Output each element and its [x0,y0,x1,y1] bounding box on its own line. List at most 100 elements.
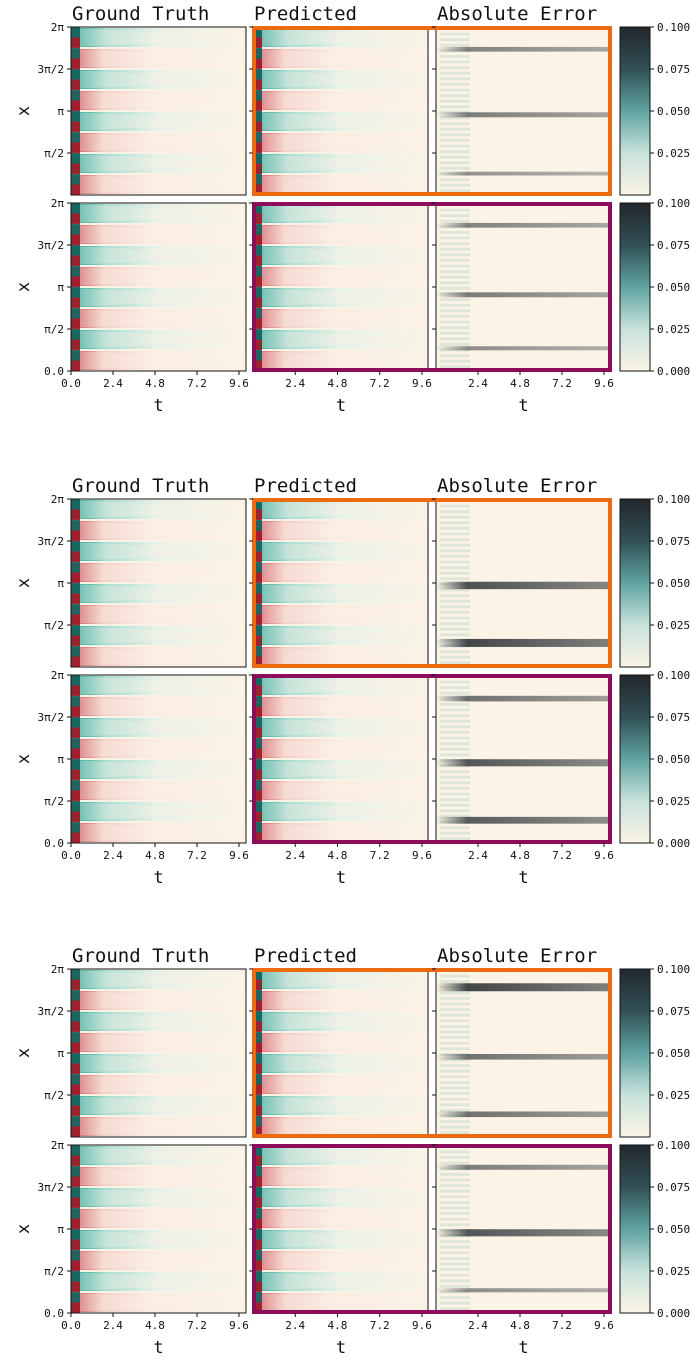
initial-condition-cell [71,614,80,625]
initial-condition-cell [253,1208,262,1219]
error-noise [440,616,470,620]
initial-condition-cell [253,121,262,132]
initial-condition-cell [253,969,262,980]
error-noise [440,560,470,564]
teal-band [71,246,246,265]
band-taper [71,1167,246,1186]
initial-condition-cell [71,318,80,329]
error-noise [440,980,470,983]
error-noise [440,236,470,240]
x-tick-label: 2.4 [285,849,305,862]
teal-band [71,1012,246,1031]
error-noise [440,622,470,625]
error-background [436,675,611,843]
teal-band [253,1146,429,1165]
red-band [253,133,429,152]
initial-condition-cell [253,675,262,686]
band-taper [253,267,429,286]
error-noise [440,219,470,223]
y-tick-label: 3π/2 [38,63,65,76]
error-noise [440,1296,470,1299]
initial-condition-cell [71,1095,80,1106]
initial-condition-cell [71,163,80,174]
initial-condition-cell [71,1074,80,1085]
error-noise [440,1069,470,1073]
initial-condition-cell [71,1084,80,1095]
band-taper [253,563,429,582]
red-band [71,1075,246,1094]
chart-group-3: Ground Truth Predicted Absolute Error 2π 3π/… [14,945,690,1358]
error-noise [440,1285,470,1288]
initial-condition-cell [71,1281,80,1292]
band-taper [71,267,246,286]
initial-condition-cell [71,738,80,749]
band-taper [253,1209,429,1228]
error-noise [440,275,470,279]
initial-condition-cell [253,1145,262,1156]
initial-condition-cell [253,308,262,319]
teal-band [253,288,429,307]
band-taper [71,697,246,716]
initial-condition-cell [253,530,262,541]
initial-condition-cell [71,801,80,812]
error-noise [440,787,470,790]
error-noise [440,32,470,36]
error-noise [440,331,470,335]
initial-condition-cell [71,990,80,1001]
error-noise [440,1030,470,1034]
colorbar [619,498,651,668]
error-noise [440,770,470,773]
initial-condition-cell [253,245,262,256]
initial-condition-cell [253,1239,262,1250]
initial-condition-cell [253,329,262,340]
y-tick-label: π [57,753,64,766]
band-taper [71,802,246,821]
error-noise [440,515,470,519]
initial-condition-cell [253,234,262,245]
error-line [436,695,611,702]
error-noise [440,253,470,257]
error-noise [440,627,470,631]
red-band [71,1293,246,1312]
error-noise [440,731,470,734]
red-band [253,1075,429,1094]
error-noise [440,521,470,525]
red-band [71,1251,246,1270]
error-noise [440,1058,470,1062]
error-noise [440,208,470,212]
error-noise [440,1262,470,1266]
red-band [253,1251,429,1270]
error-heatmap [436,1145,611,1313]
x-axis-label: t [518,1338,528,1358]
teal-band [253,500,429,519]
field-heatmap [253,27,429,195]
band-taper [253,1251,429,1270]
initial-condition-cell [71,635,80,646]
initial-condition-cell [71,727,80,738]
initial-condition-cell [253,1053,262,1064]
band-taper [71,647,246,666]
initial-condition-cell [71,1250,80,1261]
band-taper [71,1230,246,1249]
error-noise [440,571,470,575]
error-noise [440,1081,470,1084]
error-noise [440,99,470,103]
band-taper [71,563,246,582]
x-axis-label: t [518,396,528,416]
teal-band [253,70,429,89]
red-band [71,1033,246,1052]
band-taper [71,1188,246,1207]
initial-condition-cell [253,520,262,531]
initial-condition-cell [253,1166,262,1177]
initial-condition-cell [253,184,262,195]
error-noise [440,831,470,835]
teal-band [71,154,246,173]
error-noise [440,781,470,785]
x-tick-label: 7.2 [552,849,572,862]
error-noise [440,1195,470,1199]
teal-band [253,330,429,349]
error-noise [440,326,470,329]
teal-band [253,28,429,47]
y-tick-label: 2π [51,493,65,506]
